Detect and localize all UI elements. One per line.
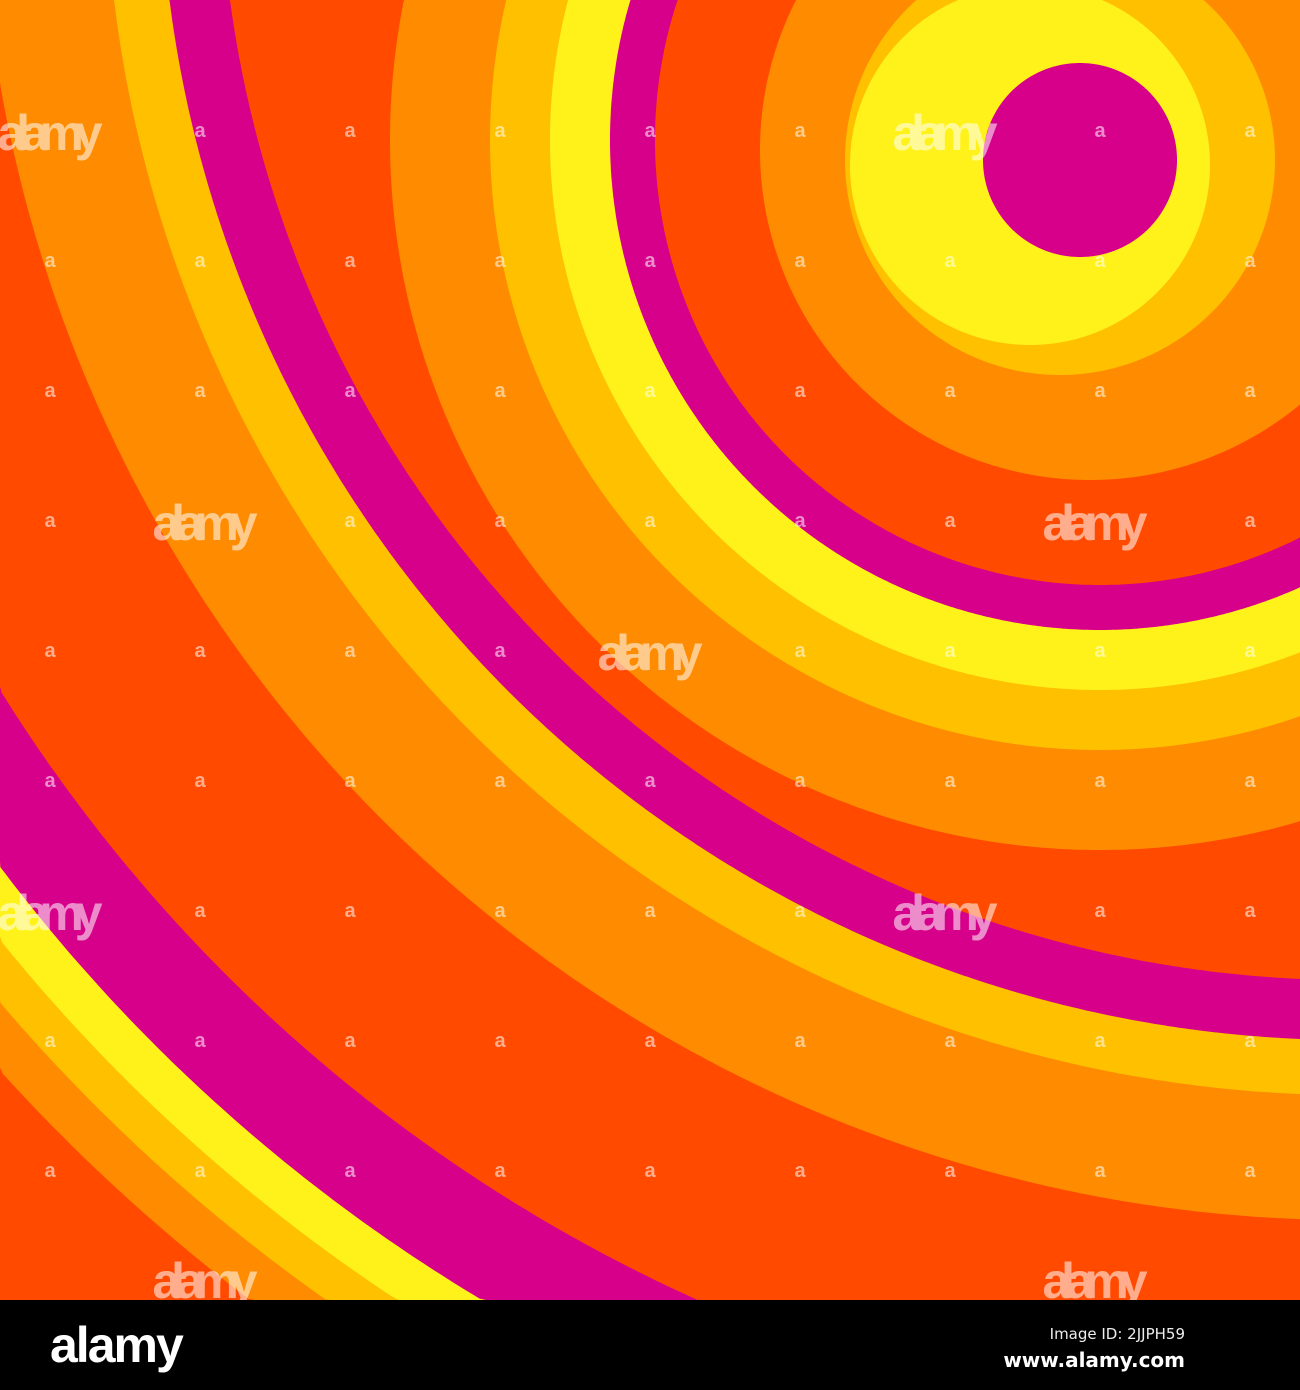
watermark-mark: a xyxy=(794,120,806,142)
watermark-mark: a xyxy=(494,900,506,922)
ring-magenta xyxy=(983,63,1177,257)
watermark-mark: a xyxy=(44,380,56,402)
watermark-mark: a xyxy=(1244,1160,1256,1182)
watermark-mark: a xyxy=(194,640,206,662)
watermark-mark: a xyxy=(1094,120,1106,142)
watermark-mark: a xyxy=(1244,1030,1256,1052)
watermark-mark: a xyxy=(44,1160,56,1182)
watermark-mark: a xyxy=(194,900,206,922)
watermark-mark: a xyxy=(194,120,206,142)
watermark-mark: a xyxy=(1244,120,1256,142)
watermark-mark: a xyxy=(644,900,656,922)
watermark-mark: a xyxy=(944,250,956,272)
watermark-mark: a xyxy=(1094,900,1106,922)
watermark-mark: a xyxy=(44,640,56,662)
watermark-mark: a xyxy=(794,900,806,922)
watermark-text: alamy xyxy=(1043,1253,1148,1300)
watermark-mark: a xyxy=(1094,770,1106,792)
watermark-mark: a xyxy=(794,380,806,402)
watermark-mark: a xyxy=(194,380,206,402)
watermark-mark: a xyxy=(794,510,806,532)
watermark-mark: a xyxy=(194,770,206,792)
watermark-mark: a xyxy=(1094,1160,1106,1182)
watermark-mark: a xyxy=(344,900,356,922)
footer-bar: alamy Image ID: 2JJPH59 www.alamy.com xyxy=(0,1300,1300,1390)
watermark-mark: a xyxy=(494,510,506,532)
watermark-mark: a xyxy=(1094,1030,1106,1052)
watermark-mark: a xyxy=(344,1030,356,1052)
watermark-mark: a xyxy=(494,1030,506,1052)
watermark-mark: a xyxy=(344,380,356,402)
watermark-mark: a xyxy=(1244,250,1256,272)
watermark-mark: a xyxy=(344,1160,356,1182)
watermark-mark: a xyxy=(644,120,656,142)
watermark-mark: a xyxy=(344,510,356,532)
watermark-mark: a xyxy=(1244,640,1256,662)
watermark-mark: a xyxy=(44,770,56,792)
watermark-text: alamy xyxy=(893,885,998,941)
watermark-mark: a xyxy=(944,380,956,402)
watermark-mark: a xyxy=(644,380,656,402)
abstract-concentric-circles-artwork: alamy alamy alamy alamy alamy alamy alamy alamy… xyxy=(0,0,1300,1300)
watermark-text: alamy xyxy=(1043,495,1148,551)
watermark-text: alamy xyxy=(893,105,998,161)
watermark-mark: a xyxy=(344,770,356,792)
watermark-mark: a xyxy=(1244,770,1256,792)
image-id: Image ID: 2JJPH59 xyxy=(1049,1325,1185,1343)
watermark-mark: a xyxy=(1094,250,1106,272)
watermark-mark: a xyxy=(1094,640,1106,662)
watermark-mark: a xyxy=(494,1160,506,1182)
watermark-mark: a xyxy=(644,1030,656,1052)
watermark-mark: a xyxy=(494,770,506,792)
watermark-mark: a xyxy=(194,250,206,272)
watermark-mark: a xyxy=(794,640,806,662)
watermark-mark: a xyxy=(944,1160,956,1182)
watermark-text: alamy xyxy=(0,885,103,941)
watermark-mark: a xyxy=(644,770,656,792)
watermark-mark: a xyxy=(494,120,506,142)
watermark-mark: a xyxy=(1244,380,1256,402)
watermark-mark: a xyxy=(494,380,506,402)
watermark-mark: a xyxy=(794,1160,806,1182)
watermark-mark: a xyxy=(44,1030,56,1052)
watermark-mark: a xyxy=(644,250,656,272)
watermark-mark: a xyxy=(494,250,506,272)
watermark-mark: a xyxy=(344,640,356,662)
watermark-mark: a xyxy=(1094,380,1106,402)
watermark-mark: a xyxy=(794,770,806,792)
watermark-mark: a xyxy=(944,510,956,532)
watermark-mark: a xyxy=(194,1160,206,1182)
watermark-mark: a xyxy=(1244,900,1256,922)
watermark-mark: a xyxy=(944,640,956,662)
watermark-mark: a xyxy=(644,1160,656,1182)
watermark-text: alamy xyxy=(153,1253,258,1300)
watermark-mark: a xyxy=(344,120,356,142)
watermark-mark: a xyxy=(44,510,56,532)
watermark-text: alamy xyxy=(0,105,103,161)
watermark-mark: a xyxy=(494,640,506,662)
watermark-text: alamy xyxy=(153,495,258,551)
watermark-mark: a xyxy=(1244,510,1256,532)
watermark-mark: a xyxy=(794,250,806,272)
site-url: www.alamy.com xyxy=(1003,1348,1185,1372)
watermark-mark: a xyxy=(194,1030,206,1052)
watermark-mark: a xyxy=(344,250,356,272)
watermark-text: alamy xyxy=(598,625,703,681)
watermark-mark: a xyxy=(944,1030,956,1052)
watermark-mark: a xyxy=(44,250,56,272)
watermark-mark: a xyxy=(644,510,656,532)
watermark-mark: a xyxy=(944,770,956,792)
watermark-mark: a xyxy=(794,1030,806,1052)
alamy-logo: alamy xyxy=(50,1317,184,1373)
